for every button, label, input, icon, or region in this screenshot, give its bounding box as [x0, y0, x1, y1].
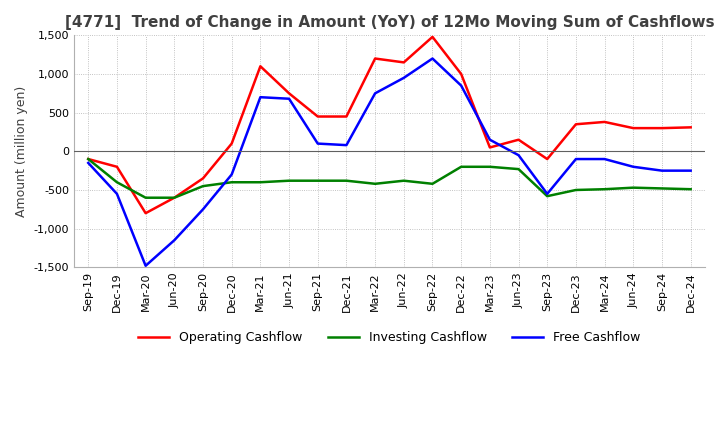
Investing Cashflow [543, 194, 552, 199]
Investing Cashflow [657, 186, 666, 191]
Title: [4771]  Trend of Change in Amount (YoY) of 12Mo Moving Sum of Cashflows: [4771] Trend of Change in Amount (YoY) o… [65, 15, 714, 30]
Free Cashflow [284, 96, 293, 101]
Investing Cashflow [514, 166, 523, 172]
Free Cashflow [199, 207, 207, 212]
Operating Cashflow [313, 114, 322, 119]
Operating Cashflow [657, 125, 666, 131]
Y-axis label: Amount (million yen): Amount (million yen) [15, 86, 28, 217]
Operating Cashflow [485, 145, 494, 150]
Investing Cashflow [600, 187, 609, 192]
Operating Cashflow [84, 156, 93, 161]
Free Cashflow [514, 153, 523, 158]
Free Cashflow [228, 172, 236, 177]
Investing Cashflow [629, 185, 638, 191]
Investing Cashflow [686, 187, 695, 192]
Operating Cashflow [400, 60, 408, 65]
Investing Cashflow [371, 181, 379, 187]
Operating Cashflow [457, 71, 466, 77]
Operating Cashflow [428, 34, 437, 40]
Free Cashflow [342, 143, 351, 148]
Free Cashflow [84, 160, 93, 165]
Free Cashflow [141, 263, 150, 268]
Free Cashflow [400, 75, 408, 81]
Free Cashflow [428, 56, 437, 61]
Investing Cashflow [112, 180, 121, 185]
Investing Cashflow [284, 178, 293, 183]
Free Cashflow [572, 156, 580, 161]
Free Cashflow [657, 168, 666, 173]
Line: Free Cashflow: Free Cashflow [89, 59, 690, 266]
Legend: Operating Cashflow, Investing Cashflow, Free Cashflow: Operating Cashflow, Investing Cashflow, … [133, 326, 646, 349]
Free Cashflow [457, 83, 466, 88]
Free Cashflow [313, 141, 322, 146]
Investing Cashflow [313, 178, 322, 183]
Investing Cashflow [141, 195, 150, 200]
Line: Operating Cashflow: Operating Cashflow [89, 37, 690, 213]
Investing Cashflow [342, 178, 351, 183]
Operating Cashflow [572, 121, 580, 127]
Free Cashflow [686, 168, 695, 173]
Operating Cashflow [600, 119, 609, 125]
Free Cashflow [629, 164, 638, 169]
Operating Cashflow [371, 56, 379, 61]
Investing Cashflow [572, 187, 580, 193]
Investing Cashflow [428, 181, 437, 187]
Operating Cashflow [228, 141, 236, 146]
Free Cashflow [112, 191, 121, 197]
Free Cashflow [600, 156, 609, 161]
Line: Investing Cashflow: Investing Cashflow [89, 159, 690, 198]
Operating Cashflow [284, 91, 293, 96]
Free Cashflow [371, 91, 379, 96]
Operating Cashflow [342, 114, 351, 119]
Operating Cashflow [686, 125, 695, 130]
Operating Cashflow [141, 210, 150, 216]
Free Cashflow [170, 238, 179, 243]
Operating Cashflow [112, 164, 121, 169]
Operating Cashflow [543, 156, 552, 161]
Investing Cashflow [256, 180, 265, 185]
Investing Cashflow [400, 178, 408, 183]
Investing Cashflow [457, 164, 466, 169]
Operating Cashflow [199, 176, 207, 181]
Operating Cashflow [256, 64, 265, 69]
Investing Cashflow [170, 195, 179, 200]
Operating Cashflow [629, 125, 638, 131]
Free Cashflow [256, 95, 265, 100]
Operating Cashflow [170, 195, 179, 200]
Investing Cashflow [228, 180, 236, 185]
Investing Cashflow [485, 164, 494, 169]
Free Cashflow [485, 137, 494, 143]
Free Cashflow [543, 191, 552, 197]
Operating Cashflow [514, 137, 523, 143]
Investing Cashflow [84, 156, 93, 161]
Investing Cashflow [199, 183, 207, 189]
